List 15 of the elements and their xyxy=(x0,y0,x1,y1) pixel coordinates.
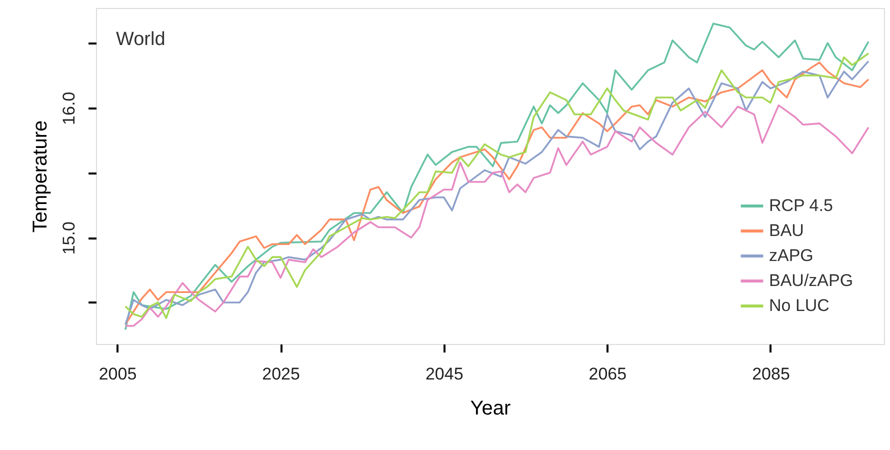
x-axis-title: Year xyxy=(470,398,512,420)
legend-label: No LUC xyxy=(769,296,830,315)
legend-label: BAU/zAPG xyxy=(769,271,854,290)
y-tick-label: 15.0 xyxy=(60,222,78,255)
x-tick-label: 2025 xyxy=(262,364,300,384)
y-axis-title: Temperature xyxy=(30,120,52,233)
legend-label: BAU xyxy=(769,221,804,240)
x-tick-label: 2005 xyxy=(98,364,137,384)
legend-label: zAPG xyxy=(769,246,814,265)
legend-label: RCP 4.5 xyxy=(769,196,833,215)
y-tick-label: 16.0 xyxy=(60,92,78,125)
x-tick-label: 2065 xyxy=(588,364,627,384)
annotation: World xyxy=(116,29,166,50)
x-tick-label: 2045 xyxy=(425,364,464,384)
x-tick-label: 2085 xyxy=(752,364,790,384)
